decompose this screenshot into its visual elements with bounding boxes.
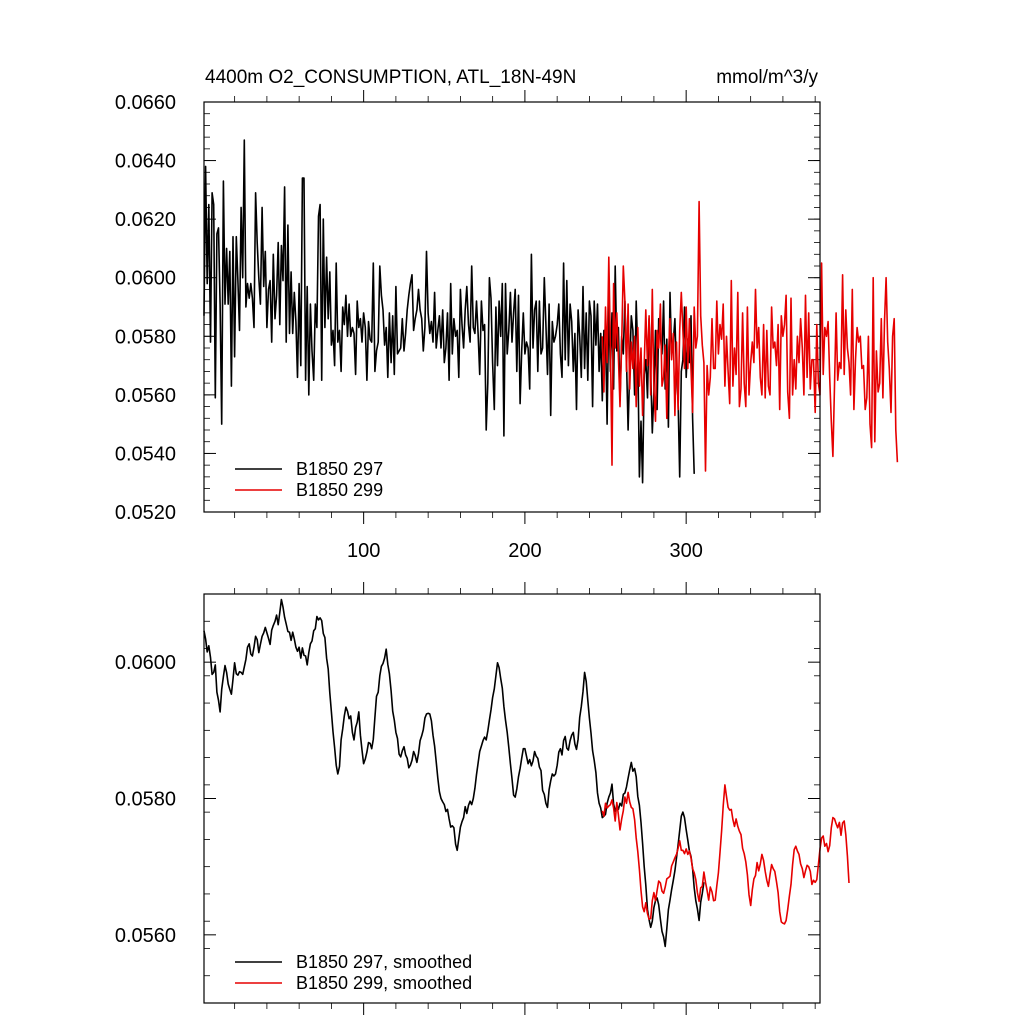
y-tick-label: 0.0540 [115, 443, 176, 465]
top-x-ticks: 100 200 300 [234, 90, 816, 562]
y-tick-label: 0.0580 [115, 326, 176, 348]
top-legend: B1850 297 B1850 299 [235, 459, 383, 500]
legend-label-297-smoothed: B1850 297, smoothed [296, 952, 472, 972]
bottom-legend: B1850 297, smoothed B1850 299, smoothed [235, 952, 472, 993]
top-panel-raw: 4400m O2_CONSUMPTION, ATL_18N-49N mmol/m… [115, 67, 899, 562]
series-line-b1850-297-smoothed [203, 598, 705, 948]
bottom-x-ticks [234, 582, 816, 1015]
x-tick-label: 100 [347, 540, 380, 562]
legend-label-297: B1850 297 [296, 459, 383, 479]
top-y-ticks: 0.0520 0.0540 0.0560 0.0580 0.0600 0.0620 0.06… [115, 92, 820, 524]
y-tick-label: 0.0660 [115, 92, 176, 114]
series-line-b1850-299 [601, 200, 899, 472]
bottom-series-group [203, 598, 850, 948]
bottom-plot-frame [203, 593, 821, 1004]
y-tick-label: 0.0600 [115, 268, 176, 290]
series-line-b1850-299-smoothed [601, 784, 850, 925]
x-tick-label: 200 [508, 540, 541, 562]
x-tick-label: 300 [669, 540, 702, 562]
y-tick-label: 0.0640 [115, 151, 176, 173]
legend-label-299: B1850 299 [296, 480, 383, 500]
top-panel-title: 4400m O2_CONSUMPTION, ATL_18N-49N [205, 67, 576, 88]
y-tick-label: 0.0620 [115, 209, 176, 231]
y-tick-label: 0.0560 [115, 385, 176, 407]
y-tick-label: 0.0580 [115, 789, 176, 811]
top-plot-frame [203, 101, 821, 513]
top-series-group [203, 139, 899, 484]
bottom-y-ticks: 0.0560 0.0580 0.0600 [115, 593, 820, 1004]
top-panel-units: mmol/m^3/y [716, 67, 818, 88]
y-tick-label: 0.0560 [115, 925, 176, 947]
legend-label-299-smoothed: B1850 299, smoothed [296, 973, 472, 993]
y-tick-label: 0.0600 [115, 652, 176, 674]
y-tick-label: 0.0520 [115, 502, 176, 524]
bottom-panel-smoothed: 0.0560 0.0580 0.0600 B1850 297, smoothed B… [115, 582, 850, 1015]
